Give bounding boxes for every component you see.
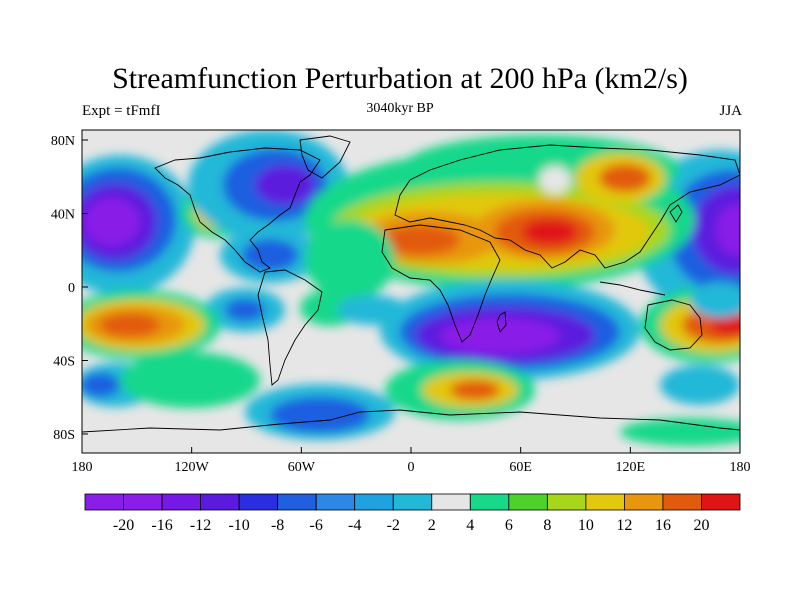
- y-axis: 80N 40N 0 40S 80S: [51, 134, 88, 443]
- colorbar-label: 2: [428, 517, 436, 534]
- eurasia-outline: [394, 144, 740, 269]
- colorbar-swatch: [431, 493, 471, 511]
- x-tick-label: 180: [72, 460, 93, 475]
- contour-fill-layer: [82, 130, 740, 446]
- colorbar-label: -6: [310, 517, 323, 534]
- x-tick-label: 120W: [175, 460, 210, 475]
- colorbar-label: -12: [190, 517, 211, 534]
- contour-region: [690, 282, 740, 318]
- colorbar-label: -16: [151, 517, 172, 534]
- africa-outline: [381, 224, 501, 343]
- colorbar-label: 20: [693, 517, 709, 534]
- indonesia-outline: [599, 281, 666, 296]
- y-tick-label: 0: [68, 281, 75, 296]
- colorbar-swatch: [277, 493, 317, 511]
- colorbar-label: 16: [655, 517, 671, 534]
- colorbar-swatch: [392, 493, 433, 511]
- contour-region: [305, 220, 395, 300]
- colorbar-swatch: [508, 493, 548, 511]
- contour-region: [84, 198, 140, 246]
- colorbar-swatch: [624, 493, 664, 511]
- colorbar-label: -10: [228, 517, 249, 534]
- coastlines: [82, 135, 740, 433]
- y-tick-label: 40S: [53, 355, 75, 370]
- colorbar-swatch: [161, 493, 201, 511]
- colorbar-swatch: [546, 493, 587, 511]
- colorbar-label: -8: [271, 517, 284, 534]
- colorbar: -20 -16 -12 -10 -8 -6 -4 -2 2 4 6 8 10 12 16 20: [84, 493, 741, 534]
- colorbar-swatch: [238, 493, 279, 511]
- x-tick-label: 60W: [288, 460, 316, 475]
- japan-outline: [669, 204, 683, 223]
- contour-region: [599, 164, 651, 192]
- contour-region: [100, 313, 160, 337]
- experiment-label: Expt = tFmfI: [82, 103, 161, 119]
- australia-outline: [644, 299, 703, 351]
- colorbar-label: 4: [466, 517, 474, 534]
- contour-region: [620, 418, 740, 446]
- colorbar-swatch: [84, 493, 124, 511]
- x-axis: 180 120W 60W 0 60E 120E 180: [72, 447, 751, 475]
- time-label: 3040kyr BP: [366, 101, 434, 116]
- colorbar-swatch: [585, 493, 625, 511]
- contour-region: [270, 397, 370, 433]
- y-tick-label: 40N: [51, 208, 75, 223]
- y-tick-label: 80S: [53, 428, 75, 443]
- contour-region: [440, 318, 560, 354]
- contour-region: [242, 239, 298, 271]
- colorbar-label: 6: [505, 517, 513, 534]
- colorbar-swatch: [662, 493, 702, 511]
- colorbar-swatch: [469, 493, 510, 511]
- colorbar-swatch: [701, 493, 741, 511]
- colorbar-swatch: [200, 493, 240, 511]
- colorbar-label: -20: [113, 517, 134, 534]
- madagascar-outline: [496, 311, 507, 333]
- contour-region: [120, 352, 260, 408]
- season-label: JJA: [719, 103, 742, 119]
- greenland-outline: [299, 135, 351, 179]
- antarctica-outline: [82, 409, 740, 433]
- colorbar-label: -4: [348, 517, 361, 534]
- contour-region: [522, 219, 578, 245]
- contour-region: [380, 225, 460, 255]
- contour-region: [225, 299, 265, 321]
- colorbar-label: 12: [616, 517, 632, 534]
- contour-region: [710, 315, 740, 335]
- colorbar-label: 10: [578, 517, 594, 534]
- colorbar-swatch: [123, 493, 163, 511]
- contour-region: [539, 166, 571, 194]
- x-tick-label: 120E: [616, 460, 646, 475]
- contour-region: [255, 165, 315, 205]
- colorbar-swatch: [354, 493, 394, 511]
- contour-region: [450, 380, 500, 400]
- x-tick-label: 60E: [509, 460, 532, 475]
- contour-region: [82, 373, 120, 397]
- x-tick-label: 180: [730, 460, 751, 475]
- colorbar-label: 8: [543, 517, 551, 534]
- contour-region: [660, 365, 740, 405]
- north-america-outline: [154, 147, 321, 273]
- contour-region: [716, 204, 740, 256]
- colorbar-label: -2: [387, 517, 400, 534]
- x-tick-label: 0: [408, 460, 415, 475]
- contour-region: [337, 295, 407, 325]
- south-america-outline: [257, 269, 323, 386]
- chart-title: Streamfunction Perturbation at 200 hPa (…: [112, 62, 688, 95]
- y-tick-label: 80N: [51, 134, 75, 149]
- colorbar-swatch: [315, 493, 356, 511]
